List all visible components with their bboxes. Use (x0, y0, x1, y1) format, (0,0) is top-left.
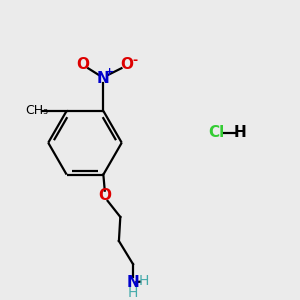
Text: O: O (98, 188, 111, 203)
Text: CH₃: CH₃ (26, 104, 49, 117)
Text: N: N (97, 71, 110, 86)
Text: -: - (132, 54, 137, 67)
Text: H: H (233, 125, 246, 140)
Text: +: + (105, 67, 114, 77)
Text: H: H (139, 274, 149, 288)
Text: N: N (127, 275, 140, 290)
Text: Cl: Cl (208, 125, 225, 140)
Text: O: O (76, 57, 89, 72)
Text: H: H (128, 286, 138, 300)
Text: O: O (120, 57, 133, 72)
